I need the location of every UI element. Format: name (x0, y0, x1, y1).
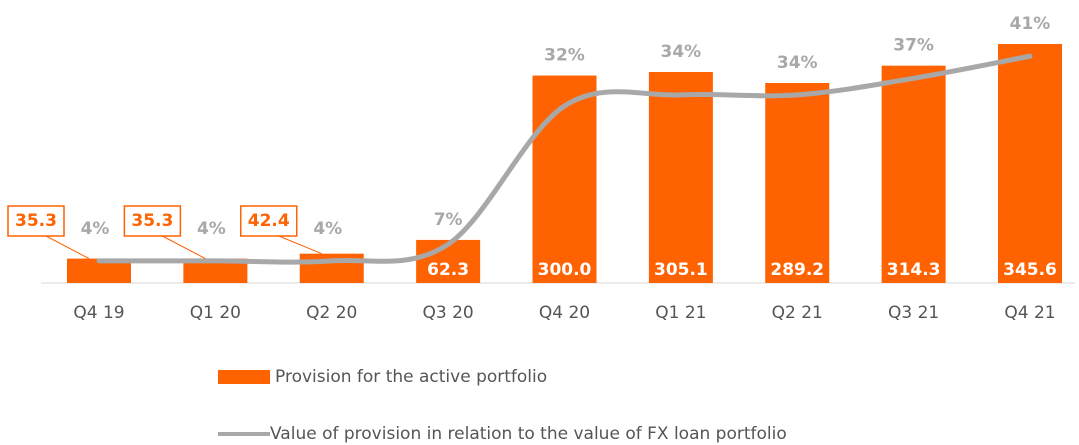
bar-value-label: 35.3 (15, 211, 57, 231)
line-value-label: 4% (313, 219, 342, 239)
x-tick-label: Q1 21 (655, 303, 706, 323)
line-value-label: 7% (434, 210, 463, 230)
bar (765, 83, 830, 284)
x-tick-label: Q3 21 (888, 303, 939, 323)
x-tick-label: Q4 20 (539, 303, 590, 323)
line-value-label: 4% (81, 219, 110, 239)
bar (881, 65, 946, 283)
bar-value-label: 35.3 (131, 211, 173, 231)
x-tick-label: Q2 20 (306, 303, 357, 323)
leader-line (278, 235, 322, 255)
bar-value-label: 289.2 (770, 260, 824, 280)
legend-label: Provision for the active portfolio (275, 367, 547, 387)
line-value-label: 4% (197, 219, 226, 239)
bar-value-label: 62.3 (427, 260, 469, 280)
x-tick-label: Q3 20 (423, 303, 474, 323)
bar (648, 72, 713, 284)
line-value-label: 34% (777, 53, 818, 73)
bar-value-label: 305.1 (654, 260, 708, 280)
bar-value-label: 314.3 (887, 260, 941, 280)
line-value-label: 34% (661, 42, 702, 62)
bar-value-label: 345.6 (1003, 260, 1057, 280)
x-tick-label: Q1 20 (190, 303, 241, 323)
value-label-box (7, 205, 65, 237)
line (96, 53, 1033, 265)
legend-swatch (218, 370, 270, 384)
bar-value-label: 300.0 (538, 260, 592, 280)
line-value-label: 32% (544, 46, 585, 66)
x-tick-label: Q2 21 (772, 303, 823, 323)
bar (532, 75, 597, 283)
value-label-box (123, 205, 182, 237)
bar-value-label: 42.4 (248, 211, 290, 231)
leader-line (162, 235, 206, 260)
x-tick-label: Q4 21 (1004, 303, 1055, 323)
line-value-label: 41% (1010, 14, 1051, 34)
legend-label: Value of provision in relation to the va… (270, 424, 787, 444)
x-tick-label: Q4 19 (73, 303, 124, 323)
leader-line (45, 235, 90, 260)
line-value-label: 37% (893, 36, 934, 56)
bar (998, 44, 1062, 283)
value-label-box (240, 205, 298, 237)
